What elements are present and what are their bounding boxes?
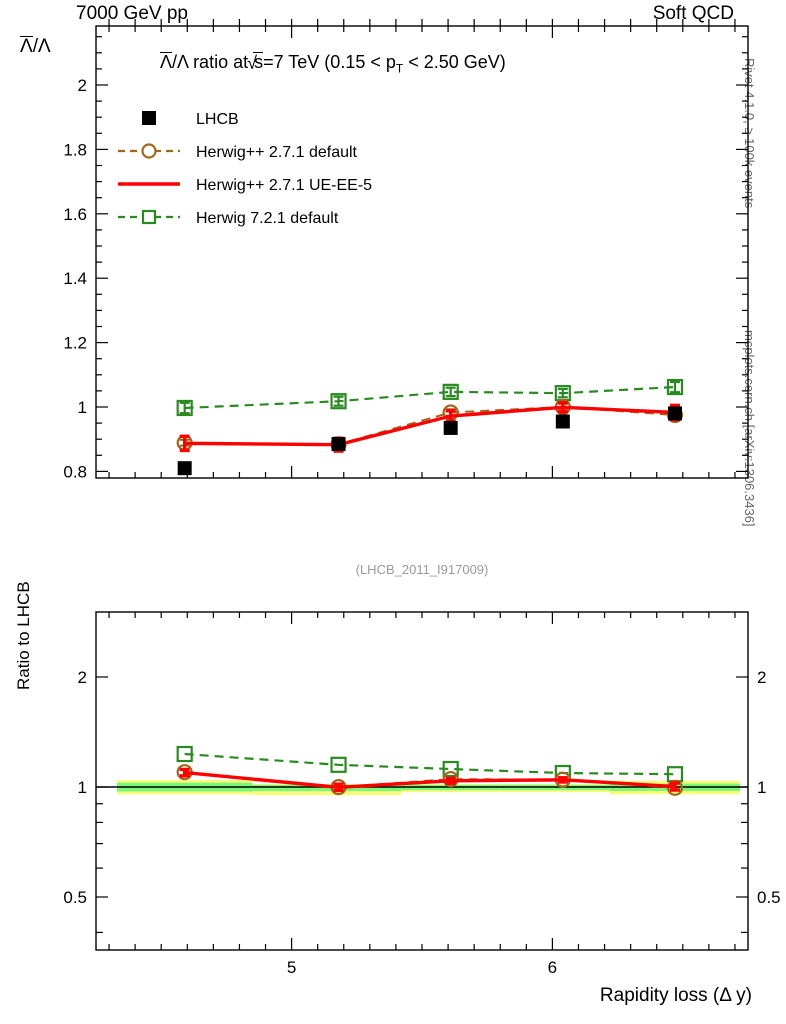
ratio-y-tick-label: 1 bbox=[78, 778, 87, 797]
ratio-panel-ticks bbox=[96, 612, 748, 950]
legend-item-label-3: Herwig 7.2.1 default bbox=[196, 210, 339, 227]
legend-item-label-1: Herwig++ 2.7.1 default bbox=[196, 144, 358, 161]
main-y-tick-label: 1.8 bbox=[63, 140, 87, 159]
plot-title: Λ/Λ ratio at s √ =7 TeV (0.15 < pT < 2.50 … bbox=[160, 52, 506, 76]
plot-title-text: /Λ ratio at bbox=[172, 52, 254, 72]
ratio-y-tick-label-right: 0.5 bbox=[757, 888, 781, 907]
main-y-axis-label: Λ/Λ bbox=[20, 36, 51, 57]
main-y-tick-label: 2 bbox=[78, 76, 87, 95]
header-left: 7000 GeV pp bbox=[76, 3, 188, 24]
dataset-watermark: (LHCB_2011_I917009) bbox=[356, 562, 489, 577]
main-series-group bbox=[176, 378, 684, 476]
main-panel-ticks bbox=[96, 19, 748, 478]
main-y-tick-label: 1.6 bbox=[63, 205, 87, 224]
ratio-y-tick-labels: 2 2 1 1 0.5 0.5 bbox=[63, 668, 780, 907]
ratio-y-tick-label-right: 2 bbox=[757, 668, 766, 687]
ratio-series-group bbox=[176, 745, 684, 796]
main-y-tick-label: 1 bbox=[78, 398, 87, 417]
legend-item-label-0: LHCB bbox=[196, 111, 239, 128]
main-y-tick-labels: 2 1.8 1.6 1.4 1.2 1 0.8 bbox=[63, 76, 87, 481]
ratio-y-tick-label: 0.5 bbox=[63, 888, 87, 907]
main-y-tick-label: 1.4 bbox=[63, 269, 87, 288]
main-y-tick-label: 1.2 bbox=[63, 334, 87, 353]
ratio-y-tick-label: 2 bbox=[78, 668, 87, 687]
header-right: Soft QCD bbox=[652, 3, 734, 24]
x-tick-label: 5 bbox=[287, 958, 296, 977]
main-y-tick-label: 0.8 bbox=[63, 462, 87, 481]
legend: LHCB Herwig++ 2.7.1 default Herwig++ 2.7.1… bbox=[118, 111, 372, 227]
x-tick-label: 6 bbox=[548, 958, 557, 977]
ratio-y-tick-label-right: 1 bbox=[757, 778, 766, 797]
x-axis-label: Rapidity loss (Δ y) bbox=[599, 985, 752, 1006]
legend-item-label-2: Herwig++ 2.7.1 UE-EE-5 bbox=[196, 177, 372, 194]
